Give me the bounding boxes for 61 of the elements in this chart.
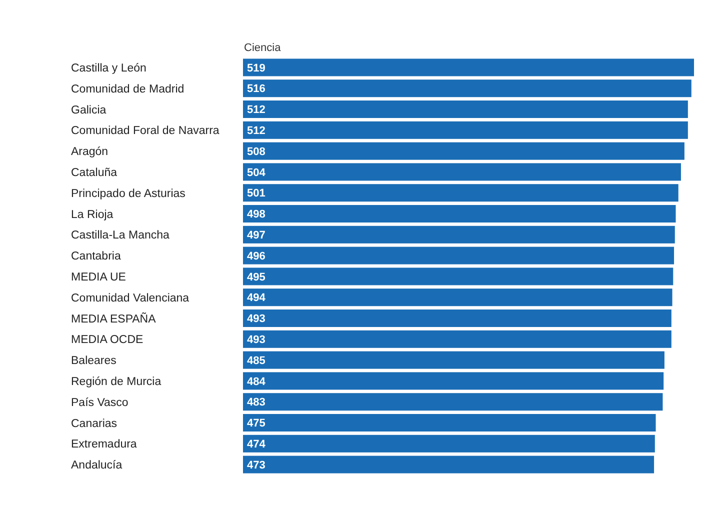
data-label: 516 [247, 83, 266, 96]
bar [243, 288, 672, 306]
y-tick-label: MEDIA UE [71, 271, 126, 284]
data-label: 498 [247, 208, 266, 221]
data-label: 474 [247, 438, 266, 450]
data-label: 475 [247, 418, 266, 430]
bar [243, 268, 674, 286]
bar [243, 163, 681, 181]
bar [243, 121, 688, 139]
y-tick-label: Principado de Asturias [71, 188, 186, 200]
y-tick-label: MEDIA ESPAÑA [71, 311, 156, 326]
bar [243, 100, 688, 118]
data-label: 496 [247, 250, 266, 262]
y-tick-label: Región de Murcia [71, 376, 162, 388]
data-label: 473 [247, 459, 266, 472]
bar [243, 456, 654, 474]
data-label: 512 [247, 125, 266, 137]
data-label: 485 [247, 354, 266, 367]
bar [243, 205, 676, 222]
data-label: 495 [247, 271, 266, 284]
data-label: 512 [247, 104, 266, 116]
y-tick-label: Comunidad de Madrid [71, 83, 184, 96]
y-tick-label: Andalucía [71, 460, 123, 472]
data-label: 484 [247, 376, 266, 388]
bar [243, 351, 664, 369]
y-tick-label: La Rioja [71, 208, 114, 221]
bar [243, 330, 672, 348]
data-label: 519 [247, 62, 266, 74]
y-tick-label: Extremadura [71, 438, 138, 451]
y-tick-label: Comunidad Foral de Navarra [71, 125, 220, 138]
bar [243, 310, 672, 327]
data-label: 497 [247, 230, 266, 242]
data-label: 493 [247, 334, 266, 346]
y-tick-label: Baleares [71, 355, 117, 368]
y-tick-label: Castilla-La Mancha [71, 230, 170, 242]
bar [243, 142, 684, 160]
bar [243, 434, 655, 452]
bar [243, 58, 694, 76]
y-tick-label: Cataluña [71, 166, 118, 179]
y-tick-label: MEDIA OCDE [71, 334, 144, 346]
data-label: 493 [247, 313, 266, 326]
y-tick-label: Cantabria [71, 250, 122, 263]
bar [243, 80, 692, 98]
bar [243, 393, 663, 411]
data-label: 494 [247, 292, 266, 304]
bar [243, 226, 675, 244]
y-tick-label: Comunidad Valenciana [71, 292, 190, 304]
bar [243, 372, 664, 390]
bar [243, 246, 674, 264]
y-tick-label: País Vasco [71, 396, 128, 409]
y-tick-label: Canarias [71, 418, 118, 430]
data-label: 508 [247, 146, 266, 158]
data-label: 504 [247, 166, 266, 179]
chart-title: Ciencia [244, 42, 282, 54]
data-label: 501 [247, 188, 266, 200]
y-tick-label: Aragón [71, 146, 108, 158]
y-tick-label: Galicia [71, 104, 107, 116]
bar [243, 184, 678, 202]
data-label: 483 [247, 396, 266, 409]
bar [243, 414, 656, 432]
y-tick-label: Castilla y León [71, 62, 146, 74]
